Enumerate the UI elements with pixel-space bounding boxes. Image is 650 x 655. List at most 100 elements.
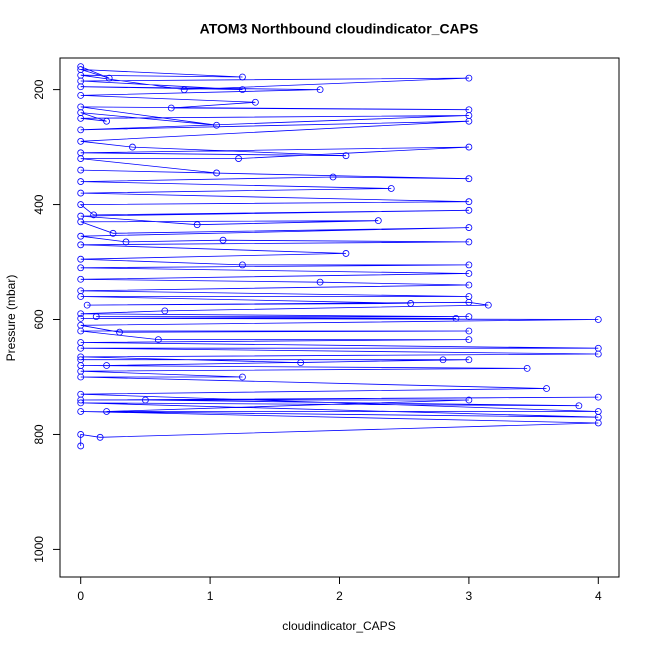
- data-point: [543, 385, 550, 392]
- data-point: [77, 201, 85, 208]
- y-axis-label: Pressure (mbar): [4, 275, 18, 362]
- data-point: [465, 356, 473, 364]
- data-point: [90, 211, 98, 219]
- data-point: [297, 359, 305, 367]
- data-point: [167, 104, 175, 112]
- x-tick-label: 1: [207, 589, 214, 603]
- data-point: [77, 212, 85, 220]
- data-point: [77, 310, 85, 318]
- data-point: [342, 250, 350, 257]
- data-point: [77, 241, 85, 249]
- data-point: [465, 281, 473, 289]
- data-point: [439, 356, 447, 364]
- data-point: [77, 189, 85, 197]
- data-point: [193, 221, 201, 229]
- data-point: [77, 264, 85, 272]
- data-point: [103, 117, 110, 125]
- data-point: [465, 238, 473, 246]
- x-tick-label: 2: [336, 589, 343, 603]
- data-point: [77, 232, 85, 240]
- data-point: [180, 86, 188, 94]
- data-point: [239, 86, 246, 94]
- data-point: [342, 152, 350, 160]
- data-point: [387, 185, 395, 192]
- data-point: [142, 396, 149, 404]
- data-point: [77, 399, 85, 407]
- data-point: [77, 356, 85, 364]
- data-point: [465, 261, 473, 269]
- data-point: [329, 173, 337, 181]
- data-point: [77, 390, 85, 398]
- data-point: [452, 314, 460, 322]
- data-point: [465, 143, 473, 151]
- data-point: [465, 327, 473, 335]
- data-point: [239, 73, 246, 81]
- y-tick-label: 200: [32, 79, 46, 99]
- data-point: [465, 396, 473, 404]
- data-point: [316, 86, 324, 94]
- chart-title: ATOM3 Northbound cloudindicator_CAPS: [200, 21, 479, 37]
- y-tick-label: 800: [32, 424, 46, 444]
- data-point: [77, 91, 85, 99]
- data-point: [122, 238, 130, 246]
- x-tick-label: 0: [77, 589, 84, 603]
- data-point: [484, 301, 492, 309]
- data-point: [465, 224, 473, 231]
- data-point: [594, 316, 602, 323]
- x-tick-label: 4: [595, 589, 602, 603]
- data-point: [251, 98, 259, 106]
- data-point: [77, 255, 85, 263]
- data-point: [77, 137, 85, 145]
- data-point: [407, 300, 415, 307]
- data-point: [77, 287, 85, 295]
- data-point: [374, 217, 382, 225]
- data-point: [77, 126, 85, 134]
- data-point: [103, 408, 110, 415]
- data-point: [465, 74, 473, 82]
- data-point: [109, 229, 117, 237]
- data-point: [105, 74, 113, 82]
- data-point: [77, 442, 85, 450]
- data-point: [161, 307, 169, 315]
- data-point: [465, 106, 473, 114]
- data-point: [103, 362, 110, 369]
- data-point: [96, 433, 104, 441]
- data-point: [77, 178, 85, 185]
- y-tick-label: 400: [32, 194, 46, 214]
- data-point: [77, 63, 85, 71]
- data-point: [213, 169, 220, 177]
- data-point: [465, 175, 473, 183]
- x-axis-label: cloudindicator_CAPS: [282, 619, 395, 633]
- data-line: [79, 66, 599, 446]
- data-point: [83, 301, 91, 309]
- data-point: [465, 198, 473, 206]
- data-point: [575, 402, 583, 410]
- data-point: [154, 336, 162, 344]
- data-point: [77, 339, 85, 346]
- data-point: [77, 408, 85, 415]
- data-point: [116, 328, 123, 336]
- data-point: [219, 236, 227, 244]
- data-point: [77, 149, 85, 157]
- data-point: [465, 336, 473, 344]
- data-point: [594, 393, 602, 401]
- data-point: [77, 314, 85, 322]
- data-point: [465, 270, 473, 277]
- data-point: [239, 261, 246, 269]
- data-point: [594, 408, 602, 415]
- data-point: [77, 166, 85, 174]
- data-point: [77, 321, 85, 329]
- data-point: [465, 293, 473, 300]
- data-point: [235, 155, 242, 162]
- data-point: [77, 103, 85, 111]
- x-tick-label: 3: [466, 589, 473, 603]
- data-point: [77, 353, 85, 361]
- data-point: [129, 143, 136, 151]
- data-point: [77, 66, 85, 73]
- data-point: [213, 121, 220, 129]
- y-tick-label: 600: [32, 309, 46, 329]
- data-point: [239, 373, 246, 381]
- data-point: [92, 313, 100, 321]
